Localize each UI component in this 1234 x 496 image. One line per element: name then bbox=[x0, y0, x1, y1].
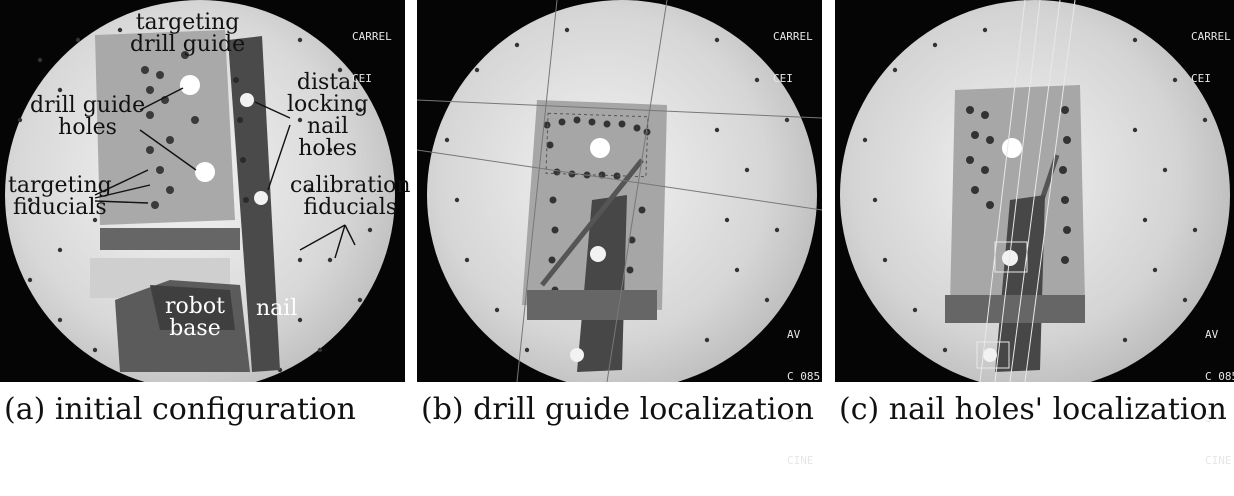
panel-a: targeting drill guide drill guide holes … bbox=[0, 0, 411, 438]
panel-b: CARREL CEI AV C 085 3 CINE (b) drill gui… bbox=[417, 0, 822, 467]
caption-c: (c) nail holes' localization bbox=[839, 392, 1227, 427]
label-drill-guide-holes: drill guide holes bbox=[30, 93, 146, 140]
overlay-top-right-c: CARREL CEI bbox=[1191, 30, 1231, 85]
label-distal-locking-nail-holes: distal locking nail holes bbox=[287, 70, 369, 161]
panel-c: CARREL CEI AV C 085 3 CINE (c) nail hole… bbox=[835, 0, 1234, 467]
overlay-top-right-b: CARREL CEI bbox=[773, 30, 813, 85]
caption-a: (a) initial configuration bbox=[4, 392, 356, 427]
xray-image-drill-guide-localization bbox=[417, 0, 822, 382]
xray-image-initial-configuration bbox=[0, 0, 405, 382]
label-targeting-fiducials: targeting fiducials bbox=[8, 173, 112, 220]
xray-image-nail-holes-localization bbox=[835, 0, 1234, 382]
label-targeting-drill-guide: targeting drill guide bbox=[130, 10, 246, 57]
caption-b: (b) drill guide localization bbox=[421, 392, 814, 427]
label-nail: nail bbox=[256, 296, 298, 321]
overlay-top-right-a: CARREL CEI bbox=[352, 30, 392, 85]
label-calibration-fiducials: calibration fiducials bbox=[290, 173, 411, 220]
label-robot-base: robot base bbox=[165, 294, 225, 341]
